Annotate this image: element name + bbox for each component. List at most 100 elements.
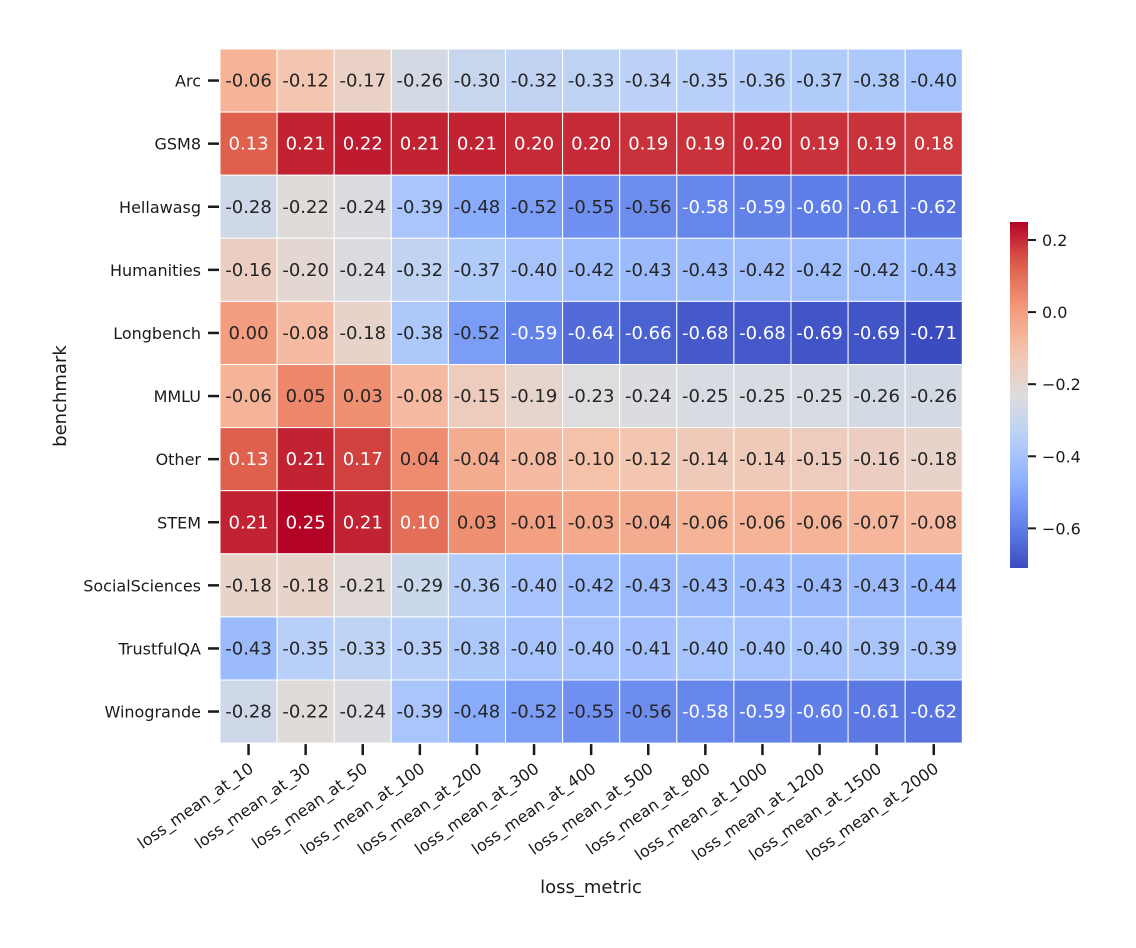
colorbar-tick-label: 0.0 <box>1042 303 1067 322</box>
heatmap-cell <box>333 300 392 365</box>
heatmap-cell <box>219 553 278 618</box>
cell-value-label: -0.62 <box>910 197 957 218</box>
colorbar: 0.2 0.0 −0.2 −0.4 −0.6 <box>1010 222 1081 568</box>
cell-value-label: 0.20 <box>514 134 554 155</box>
cell-value-label: 0.21 <box>400 134 440 155</box>
heatmap-cell <box>219 364 278 429</box>
cell-value-label: -0.15 <box>454 386 501 407</box>
cell-value-label: 0.21 <box>457 134 497 155</box>
y-axis: Arc GSM8 Hellawasg Humanities Longbench MMLU O… <box>83 72 219 722</box>
heatmap-cell <box>904 174 963 239</box>
cell-value-label: -0.34 <box>625 71 672 92</box>
heatmap-cell <box>904 616 963 681</box>
cell-value-label: -0.18 <box>225 575 272 596</box>
cell-value-label: -0.26 <box>910 386 957 407</box>
heatmap-cell <box>619 490 678 555</box>
cell-value-label: 0.04 <box>400 449 440 470</box>
cell-value-label: -0.40 <box>739 638 786 659</box>
y-tick-label: Humanities <box>110 261 201 280</box>
cell-value-label: -0.58 <box>682 197 729 218</box>
cell-value-label: 0.19 <box>685 134 725 155</box>
heatmap-cell <box>333 427 392 492</box>
y-tick-label: Longbench <box>113 324 201 343</box>
cell-value-label: 0.21 <box>343 512 383 533</box>
cell-value-label: 0.25 <box>286 512 326 533</box>
cell-value-label: -0.20 <box>282 260 329 281</box>
heatmap-cell <box>333 616 392 681</box>
cell-value-label: -0.06 <box>225 386 272 407</box>
cell-value-label: -0.40 <box>682 638 729 659</box>
heatmap-cell <box>562 427 621 492</box>
cell-value-label: -0.52 <box>511 197 558 218</box>
heatmap-cell <box>333 48 392 113</box>
cell-value-label: -0.58 <box>682 702 729 723</box>
heatmap-cell <box>676 111 735 176</box>
cell-value-label: 0.22 <box>343 134 383 155</box>
cell-value-label: -0.01 <box>511 512 558 533</box>
cell-value-label: -0.42 <box>739 260 786 281</box>
heatmap-cell <box>390 679 449 744</box>
cell-value-label: -0.06 <box>682 512 729 533</box>
heatmap-cell <box>505 48 564 113</box>
cell-value-label: -0.17 <box>339 71 386 92</box>
cell-value-label: 0.13 <box>229 134 269 155</box>
heatmap-cell <box>790 237 849 302</box>
cell-value-label: -0.40 <box>511 638 558 659</box>
cell-value-label: 0.10 <box>400 512 440 533</box>
cell-value-label: -0.33 <box>339 638 386 659</box>
cell-value-label: -0.59 <box>739 702 786 723</box>
heatmap-cell <box>562 300 621 365</box>
colorbar-gradient <box>1010 222 1028 568</box>
y-tick-label: Arc <box>175 72 201 91</box>
cell-value-label: -0.18 <box>339 323 386 344</box>
cell-value-label: -0.22 <box>282 197 329 218</box>
heatmap-cell <box>847 553 906 618</box>
cell-value-label: 0.19 <box>628 134 668 155</box>
heatmap-cell <box>390 300 449 365</box>
colorbar-tick-label: −0.4 <box>1042 447 1081 466</box>
heatmap-cell <box>733 111 792 176</box>
cell-value-label: -0.40 <box>511 260 558 281</box>
heatmap-cell <box>333 237 392 302</box>
cell-value-label: -0.16 <box>225 260 272 281</box>
heatmap-cell <box>219 48 278 113</box>
cell-value-label: -0.39 <box>910 638 957 659</box>
cell-value-label: -0.37 <box>796 71 843 92</box>
cell-value-label: -0.26 <box>853 386 900 407</box>
heatmap-cell <box>219 427 278 492</box>
cell-value-label: 0.19 <box>800 134 840 155</box>
cell-value-label: -0.44 <box>910 575 957 596</box>
cell-value-label: -0.68 <box>739 323 786 344</box>
y-tick-label: MMLU <box>154 387 201 406</box>
cell-value-label: -0.43 <box>796 575 843 596</box>
cell-value-label: -0.18 <box>282 575 329 596</box>
cell-value-label: 0.20 <box>571 134 611 155</box>
heatmap-cell <box>562 490 621 555</box>
heatmap-cell <box>790 553 849 618</box>
heatmap-cell <box>333 364 392 429</box>
cell-value-label: -0.22 <box>282 702 329 723</box>
cell-value-label: -0.06 <box>225 71 272 92</box>
heatmap-cell <box>619 48 678 113</box>
cell-value-label: -0.37 <box>454 260 501 281</box>
colorbar-tick-label: −0.6 <box>1042 519 1081 538</box>
cell-value-label: -0.40 <box>796 638 843 659</box>
heatmap-cell <box>390 616 449 681</box>
heatmap-cell <box>790 616 849 681</box>
heatmap-cell <box>447 111 506 176</box>
cell-value-label: 0.00 <box>229 323 269 344</box>
heatmap-cell <box>505 237 564 302</box>
heatmap-cell <box>733 174 792 239</box>
cell-value-label: -0.04 <box>454 449 501 470</box>
heatmap-cell <box>847 48 906 113</box>
cell-value-label: 0.20 <box>742 134 782 155</box>
y-tick-label: SocialSciences <box>83 576 201 595</box>
heatmap-cell <box>676 364 735 429</box>
cell-value-label: -0.08 <box>397 386 444 407</box>
cell-value-label: -0.03 <box>568 512 615 533</box>
cell-value-label: -0.08 <box>511 449 558 470</box>
cell-value-label: -0.59 <box>511 323 558 344</box>
cell-value-label: -0.24 <box>339 197 386 218</box>
colorbar-tick-label: 0.2 <box>1042 231 1067 250</box>
heatmap-cell <box>904 679 963 744</box>
